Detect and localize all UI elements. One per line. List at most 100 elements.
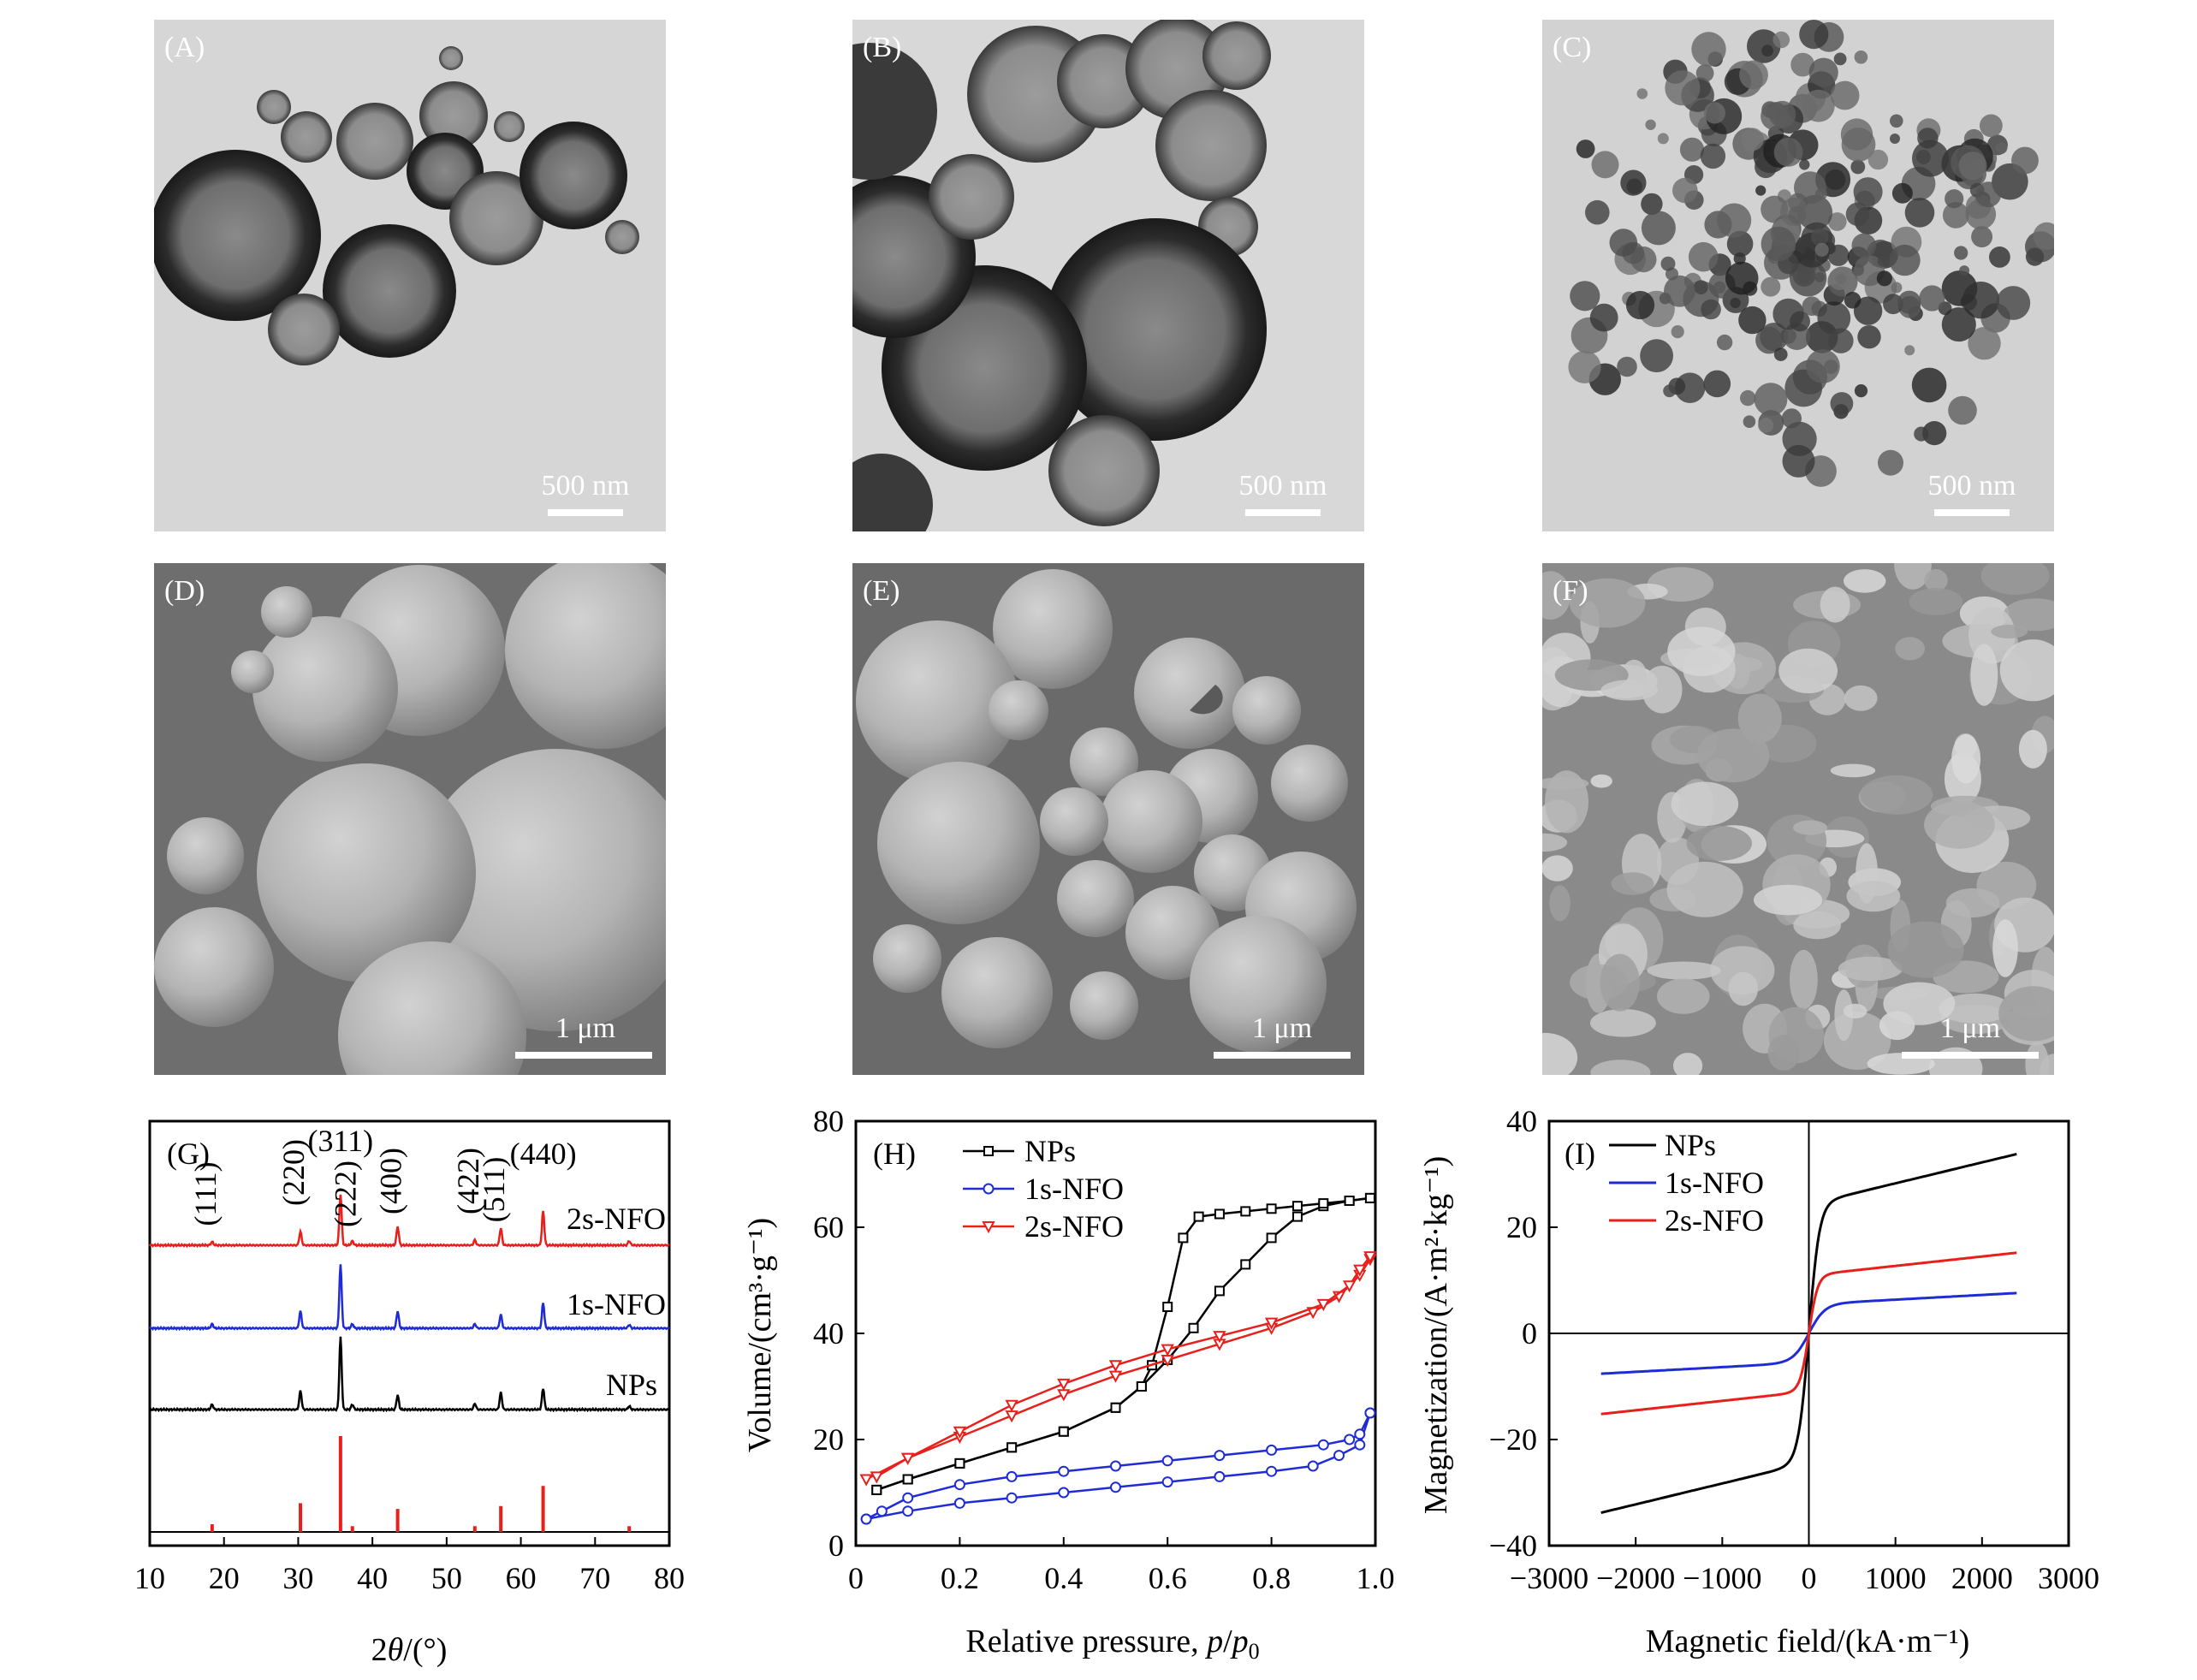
chart-i-ytick-label: −40 xyxy=(1489,1529,1537,1563)
chart-h-ytick-label: 20 xyxy=(813,1422,844,1457)
chart-h-point-nps xyxy=(902,1474,913,1485)
chart-h-point-1s-nfo xyxy=(1058,1465,1070,1477)
chart-h-point-1s-nfo xyxy=(1344,1434,1356,1446)
chart-h-series-2s-nfo-desorption xyxy=(876,1256,1371,1478)
panel-a-scale-label: 500 nm xyxy=(542,470,630,502)
chart-h-point-1s-nfo xyxy=(1006,1470,1018,1482)
chart-g-series-nps xyxy=(149,1336,670,1413)
chart-h-point-2s-nfo xyxy=(1161,1344,1174,1356)
chart-h-point-nps xyxy=(1110,1402,1121,1413)
chart-h-point-1s-nfo xyxy=(1161,1455,1173,1467)
chart-h-point-nps xyxy=(1214,1285,1225,1297)
chart-h-point-1s-nfo xyxy=(1006,1492,1018,1504)
chart-h-xtick-label: 0 xyxy=(848,1561,864,1595)
chart-i-ylabel: Magnetization/(A·m²·kg⁻¹) xyxy=(1418,1156,1454,1515)
chart-h-series-2s-nfo-adsorption xyxy=(865,1258,1371,1481)
chart-h-point-nps xyxy=(1364,1192,1375,1203)
chart-h-point-2s-nfo xyxy=(1363,1251,1377,1264)
chart-g-frame xyxy=(148,1119,671,1547)
chart-h-point-nps xyxy=(1058,1426,1069,1437)
chart-h-legend-label: 2s-NFO xyxy=(1024,1209,1124,1244)
chart-h-xtick-label: 0.8 xyxy=(1252,1561,1291,1595)
chart-i-xtick-label: 0 xyxy=(1802,1561,1817,1595)
chart-g-series-1s-nfo xyxy=(148,1264,670,1332)
chart-h-legend-marker xyxy=(983,1183,995,1195)
panel-d-label: (D) xyxy=(164,575,205,607)
chart-h-point-2s-nfo xyxy=(1057,1378,1071,1391)
panel-d-sem-image xyxy=(154,563,666,1075)
panel-a-label: (A) xyxy=(164,32,205,63)
chart-g-panel-label: (G) xyxy=(167,1137,210,1171)
panel-b-scale-label: 500 nm xyxy=(1239,470,1327,502)
chart-h-ytick-label: 80 xyxy=(813,1104,844,1138)
chart-h-legend-label: 1s-NFO xyxy=(1024,1172,1124,1206)
chart-h-ytick-label: 60 xyxy=(813,1210,844,1244)
panel-e-scale-label: 1 μm xyxy=(1252,1012,1312,1044)
chart-h-point-1s-nfo xyxy=(1161,1476,1173,1488)
chart-h-point-2s-nfo xyxy=(870,1471,883,1484)
chart-h-xlabel: Relative pressure, p/p0 xyxy=(965,1624,1259,1664)
chart-g-peak-label: (422) xyxy=(451,1148,485,1214)
panel-c-label: (C) xyxy=(1553,32,1591,63)
chart-h-point-nps xyxy=(1162,1302,1173,1312)
chart-g-peak-label: (222) xyxy=(329,1161,363,1227)
chart-h-point-nps xyxy=(1318,1198,1329,1209)
chart-g-series-label-2s-nfo: 2s-NFO xyxy=(567,1202,666,1236)
panel-f-sem-image xyxy=(1542,563,2054,1075)
chart-g-xlabel: 2θ/(°) xyxy=(371,1632,448,1668)
chart-g-xtick-label: 30 xyxy=(282,1561,313,1595)
chart-g-peak-label: (311) xyxy=(308,1124,374,1158)
chart-g-xrd: 10 20 30 40 50 60 70 80 (111) (220)(311)(222) (40… xyxy=(134,1119,685,1668)
chart-h-xtick-label: 0.2 xyxy=(941,1561,979,1595)
chart-h-point-1s-nfo xyxy=(1110,1481,1121,1493)
chart-h-point-1s-nfo xyxy=(953,1479,965,1491)
chart-h-legend-label: NPs xyxy=(1024,1134,1076,1168)
chart-h-point-2s-nfo xyxy=(1264,1317,1279,1330)
chart-i-xtick-label: −1000 xyxy=(1683,1561,1761,1595)
chart-h-point-nps xyxy=(1006,1442,1018,1453)
chart-g-series-2s-nfo xyxy=(148,1194,670,1249)
chart-h-point-nps xyxy=(1193,1211,1204,1222)
chart-g-peak-label: (400) xyxy=(374,1148,408,1214)
chart-h-point-1s-nfo xyxy=(1364,1407,1376,1419)
panel-a-tem-image xyxy=(154,20,666,531)
chart-i-series-2s-nfo xyxy=(1600,1251,2017,1416)
chart-g-xtick-label: 60 xyxy=(506,1561,537,1595)
chart-i-legend-label: NPs xyxy=(1665,1128,1716,1162)
chart-h-point-1s-nfo xyxy=(876,1505,888,1517)
chart-i-magnetization: −3000 −2000 −1000 0 1000 2000 3000−40−2002040 … xyxy=(1418,1104,2099,1659)
chart-i-xtick-label: 2000 xyxy=(1951,1561,2013,1595)
chart-h-legend-marker xyxy=(982,1221,995,1234)
chart-h-xtick-label: 0.4 xyxy=(1044,1561,1083,1595)
chart-i-legend-label: 2s-NFO xyxy=(1665,1203,1764,1238)
chart-h-point-1s-nfo xyxy=(860,1513,872,1525)
chart-i-xtick-label: 1000 xyxy=(1865,1561,1927,1595)
chart-i-xtick-label: 3000 xyxy=(2038,1561,2099,1595)
chart-h-point-nps xyxy=(1266,1203,1277,1214)
panel-e-label: (E) xyxy=(863,575,900,607)
chart-h-point-nps xyxy=(954,1457,965,1469)
panel-d-scale-label: 1 μm xyxy=(555,1012,615,1044)
chart-h-point-1s-nfo xyxy=(1110,1460,1121,1472)
chart-i-xlabel: Magnetic field/(kA·m⁻¹) xyxy=(1646,1624,1970,1659)
chart-h-point-1s-nfo xyxy=(1058,1487,1070,1499)
chart-h-xtick-label: 0.6 xyxy=(1149,1561,1187,1595)
chart-h-point-1s-nfo xyxy=(902,1492,914,1504)
panel-f-label: (F) xyxy=(1553,575,1588,607)
chart-i-xtick-label: −2000 xyxy=(1596,1561,1675,1595)
chart-h-point-2s-nfo xyxy=(1353,1264,1367,1277)
chart-h-point-2s-nfo xyxy=(1108,1360,1123,1373)
chart-h-point-nps xyxy=(1291,1211,1303,1222)
chart-g-xtick-label: 80 xyxy=(654,1561,685,1595)
chart-g-xtick-label: 20 xyxy=(209,1561,240,1595)
chart-i-ytick-label: −20 xyxy=(1489,1422,1537,1457)
chart-h-xtick-label: 1.0 xyxy=(1357,1561,1395,1595)
chart-h-point-1s-nfo xyxy=(953,1497,965,1509)
chart-g-series-label-1s-nfo: 1s-NFO xyxy=(567,1287,666,1321)
chart-h-point-1s-nfo xyxy=(1317,1439,1329,1451)
chart-h-point-2s-nfo xyxy=(901,1452,915,1465)
chart-h-point-nps xyxy=(1188,1322,1199,1333)
chart-h-point-nps xyxy=(1344,1196,1355,1206)
chart-h-point-nps xyxy=(871,1484,882,1495)
